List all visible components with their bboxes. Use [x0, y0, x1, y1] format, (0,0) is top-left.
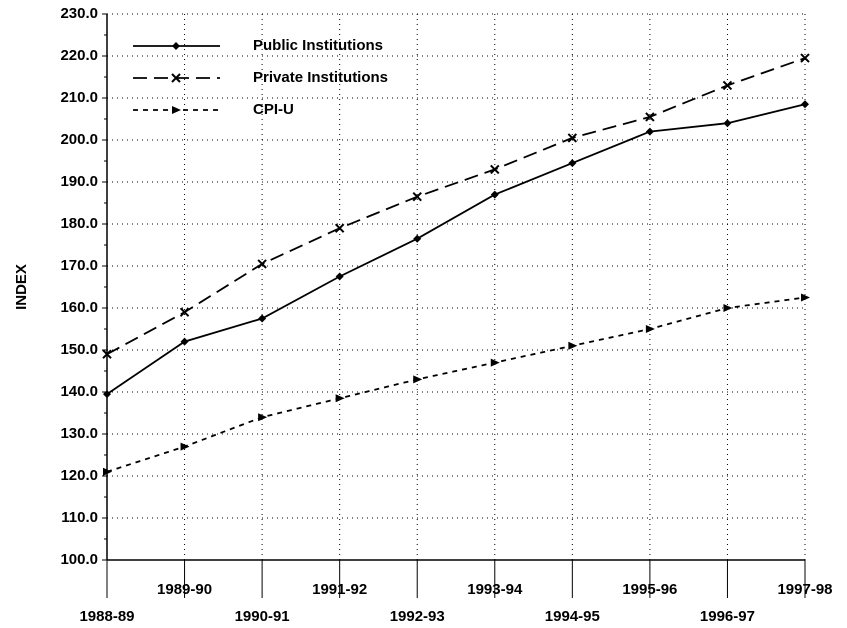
series-line: [106, 103, 806, 395]
marker: [567, 133, 578, 143]
x-tick-label: 1995-96: [622, 581, 677, 598]
marker: [172, 42, 180, 50]
y-axis-label: INDEX: [13, 264, 30, 310]
y-tick-label: 170.0: [60, 257, 98, 274]
y-tick-label: 130.0: [60, 425, 98, 442]
marker: [801, 100, 809, 109]
marker: [800, 53, 810, 63]
y-tick-label: 140.0: [60, 383, 98, 400]
y-tick-label: 220.0: [60, 47, 98, 64]
marker: [258, 413, 268, 422]
marker: [645, 127, 654, 136]
y-tick-label: 120.0: [60, 467, 98, 484]
x-tick-label: 1989-90: [157, 581, 212, 598]
y-tick-label: 190.0: [60, 173, 98, 190]
marker: [723, 304, 733, 312]
marker: [258, 314, 267, 323]
marker: [801, 293, 810, 302]
x-tick-label: 1993-94: [467, 581, 523, 598]
y-tick-label: 200.0: [60, 131, 98, 148]
y-tick-label: 160.0: [60, 299, 98, 316]
series-line: [106, 296, 806, 473]
legend-label: Private Institutions: [253, 69, 388, 86]
marker: [180, 442, 190, 451]
y-tick-label: 150.0: [60, 341, 98, 358]
marker: [171, 73, 181, 83]
x-tick-label: 1992-93: [390, 608, 445, 625]
marker: [568, 159, 577, 168]
x-tick-label: 1994-95: [545, 608, 600, 625]
y-tick-label: 230.0: [60, 5, 98, 22]
marker: [412, 191, 422, 202]
marker: [172, 106, 181, 114]
marker: [103, 390, 111, 399]
marker: [179, 307, 190, 317]
marker: [102, 349, 112, 359]
y-tick-label: 210.0: [60, 89, 98, 106]
marker: [568, 341, 578, 350]
marker: [645, 112, 655, 122]
y-tick-label: 100.0: [60, 551, 98, 568]
y-tick-label: 110.0: [61, 509, 98, 526]
marker: [723, 119, 732, 128]
marker: [334, 223, 345, 233]
x-tick-label: 1996-97: [700, 608, 755, 625]
marker: [180, 337, 189, 346]
marker: [645, 325, 655, 333]
y-tick-label: 180.0: [60, 215, 98, 232]
series-line: [106, 57, 806, 355]
marker: [490, 190, 499, 199]
marker: [335, 272, 344, 281]
marker: [722, 80, 733, 91]
legend-label: Public Institutions: [253, 37, 383, 54]
marker: [257, 259, 267, 269]
x-tick-label: 1991-92: [312, 581, 367, 598]
marker: [413, 375, 423, 384]
x-tick-label: 1990-91: [235, 608, 290, 625]
marker: [413, 234, 422, 243]
marker: [490, 358, 500, 367]
marker: [335, 394, 345, 403]
marker: [103, 467, 112, 476]
x-tick-label: 1988-89: [79, 608, 134, 625]
marker: [490, 164, 500, 175]
x-tick-label: 1997-98: [777, 581, 832, 598]
legend-label: CPI-U: [253, 101, 294, 118]
